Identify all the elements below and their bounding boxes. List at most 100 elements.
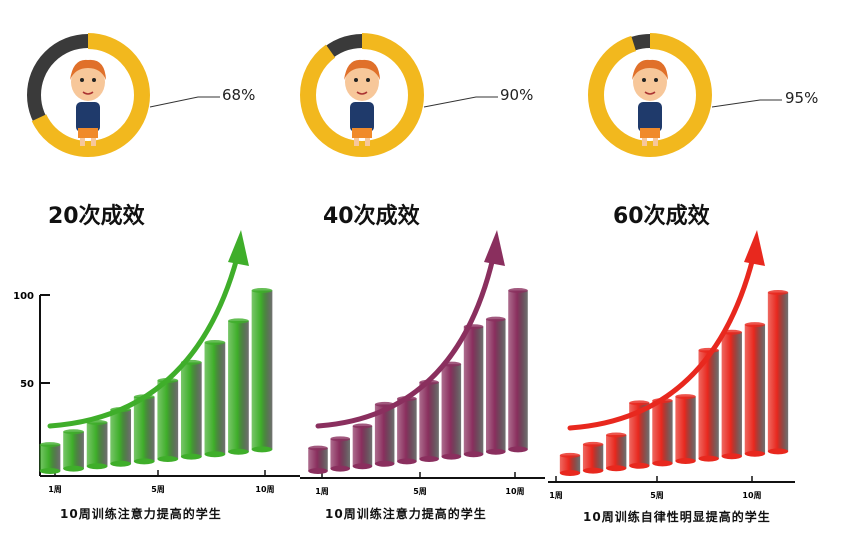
- bar: [308, 448, 328, 471]
- bar-base: [39, 468, 61, 474]
- bar: [330, 438, 350, 469]
- x-tick-label: 1周: [48, 485, 62, 494]
- bar: [110, 409, 132, 464]
- leg: [354, 138, 359, 146]
- leader-line: [423, 96, 498, 108]
- y-tick-label: 50: [20, 379, 34, 390]
- bar-top: [767, 290, 789, 295]
- trend-arrow: [315, 255, 496, 429]
- eye: [354, 78, 358, 82]
- eye: [366, 78, 370, 82]
- heading: 20次成效: [48, 204, 145, 229]
- leader-line: [149, 96, 220, 108]
- kid-illustration: [344, 59, 380, 146]
- eye: [92, 78, 96, 82]
- bar-base: [721, 453, 742, 460]
- ring-progress: [26, 33, 150, 157]
- bar: [629, 402, 650, 466]
- bar: [39, 444, 61, 471]
- mouth: [82, 91, 94, 95]
- bar-top: [330, 436, 350, 442]
- bar: [675, 396, 696, 461]
- bar: [559, 455, 581, 473]
- leg: [653, 138, 658, 146]
- percent-label: 95%: [785, 89, 819, 107]
- bar: [251, 290, 273, 450]
- bar-base: [308, 468, 328, 474]
- progress-ring: [588, 33, 712, 157]
- bar-base: [228, 448, 249, 455]
- leg: [642, 138, 647, 146]
- leg: [80, 138, 85, 146]
- bar: [463, 326, 484, 455]
- bar-top: [39, 442, 61, 448]
- shorts: [640, 128, 660, 138]
- arrow-head: [484, 230, 505, 266]
- bar-top: [744, 322, 766, 328]
- kid-illustration: [70, 59, 106, 146]
- chart-title: 10周训练自律性明显提高的学生: [583, 510, 771, 524]
- heading: 60次成效: [613, 204, 710, 229]
- mouth: [356, 91, 368, 95]
- bar: [352, 426, 373, 467]
- bar-base: [463, 451, 484, 458]
- kid-illustration: [632, 59, 668, 146]
- bar-base: [652, 460, 673, 467]
- bar: [486, 319, 506, 452]
- bar-base: [63, 465, 84, 472]
- heading: 40次成效: [323, 204, 420, 229]
- eye: [80, 78, 84, 82]
- bar-base: [110, 460, 132, 467]
- y-tick-label: 100: [13, 291, 34, 302]
- bar: [652, 400, 673, 464]
- ring-progress: [588, 33, 712, 157]
- mouth: [644, 91, 656, 95]
- hair: [632, 59, 668, 80]
- trend-arrow: [567, 255, 756, 431]
- bar: [63, 431, 84, 469]
- bar-base: [374, 460, 395, 467]
- bar-base: [698, 455, 719, 462]
- bar-base: [441, 453, 462, 460]
- bar-top: [508, 288, 528, 293]
- bar: [767, 292, 789, 452]
- shirt: [76, 102, 100, 132]
- head: [345, 63, 379, 101]
- x-tick-label: 10周: [255, 485, 274, 494]
- bar-base: [133, 458, 155, 465]
- chart-title: 10周训练注意力提高的学生: [60, 507, 222, 521]
- bar-base: [180, 453, 202, 460]
- bar: [698, 350, 719, 459]
- bar-top: [204, 340, 226, 346]
- percent-label: 90%: [500, 86, 534, 104]
- bar-base: [744, 450, 766, 457]
- bar: [133, 396, 155, 462]
- bar-chart: 1周 5周 10周: [548, 230, 795, 500]
- bar-base: [419, 456, 439, 462]
- leader-line: [711, 99, 782, 108]
- bar: [157, 380, 179, 459]
- percent-label: 68%: [222, 86, 256, 104]
- bar: [582, 444, 604, 471]
- shorts: [352, 128, 372, 138]
- bar-base: [204, 451, 226, 458]
- x-tick-label: 1周: [549, 491, 563, 500]
- shirt: [638, 102, 662, 132]
- bar-base: [251, 446, 273, 453]
- ring-progress: [300, 33, 424, 157]
- x-tick-label: 1周: [315, 487, 329, 496]
- bar: [228, 320, 249, 452]
- bar-base: [629, 462, 650, 469]
- hair: [70, 59, 106, 80]
- shorts: [78, 128, 98, 138]
- bar: [606, 435, 627, 469]
- bar: [180, 362, 202, 457]
- bar: [721, 332, 742, 457]
- bar: [419, 382, 439, 459]
- bar-top: [675, 394, 696, 400]
- x-tick-label: 10周: [742, 491, 761, 500]
- bar: [397, 398, 417, 462]
- bar-base: [86, 463, 108, 470]
- bar-top: [352, 423, 373, 429]
